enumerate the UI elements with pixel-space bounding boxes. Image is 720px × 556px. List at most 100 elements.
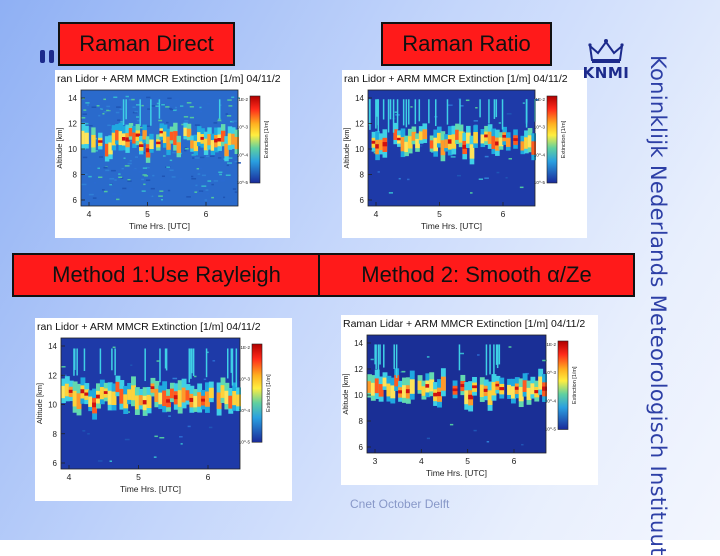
upper-streak	[396, 99, 399, 130]
noise-speck	[136, 119, 140, 122]
cloud-peak	[84, 392, 90, 396]
cloud-core	[224, 143, 229, 157]
x-tick-label: 4	[374, 209, 379, 219]
cloud-peak	[398, 390, 404, 394]
cloud-core	[220, 385, 226, 398]
upper-streak	[418, 99, 421, 122]
noise-speck	[120, 177, 124, 179]
noise-speck	[115, 111, 120, 114]
cloud-core	[197, 132, 202, 143]
upper-streak	[83, 348, 86, 371]
noise-speck	[449, 423, 454, 426]
cloud-core	[64, 383, 70, 397]
noise-speck	[220, 180, 225, 182]
cloud-core	[119, 388, 125, 404]
cloud-core	[203, 138, 209, 151]
noise-speck	[144, 175, 149, 177]
noise-speck	[470, 192, 473, 194]
noise-speck	[506, 113, 512, 115]
noise-speck	[158, 195, 163, 197]
cloud-core	[232, 391, 238, 406]
noise-speck	[94, 137, 97, 140]
plot-method1: ran Lidor + ARM MMCR Extinction [1/m] 04…	[35, 318, 292, 501]
upper-streak	[235, 348, 238, 387]
noise-speck	[109, 178, 115, 180]
upper-streak	[383, 344, 385, 368]
noise-speck	[534, 98, 539, 101]
cloud-peak	[142, 400, 148, 405]
cloud-core	[404, 141, 409, 153]
cloud-peak	[499, 387, 505, 391]
noise-speck	[167, 189, 171, 192]
cloud-peak	[214, 138, 219, 143]
noise-speck	[86, 104, 89, 106]
cloud-peak	[375, 144, 380, 149]
noise-speck	[486, 441, 490, 443]
upper-streak	[377, 99, 380, 133]
y-tick-label: 12	[354, 365, 363, 374]
colorbar-tick-label: 1E-2	[238, 97, 248, 102]
noise-speck	[97, 460, 103, 462]
cloud-core	[204, 391, 210, 407]
noise-speck	[82, 113, 87, 115]
noise-speck	[128, 187, 133, 190]
noise-speck	[116, 198, 120, 201]
noise-speck	[229, 120, 235, 123]
plot-title: ran Lidor + ARM MMCR Extinction [1/m] 04…	[57, 73, 281, 85]
cloud-peak	[200, 136, 205, 140]
noise-speck	[132, 168, 137, 171]
cloud-peak	[447, 139, 453, 144]
cloud-core	[418, 131, 424, 141]
noise-speck	[139, 126, 145, 129]
noise-speck	[107, 124, 111, 127]
noise-speck	[135, 116, 139, 118]
upper-streak	[392, 99, 395, 133]
y-tick-label: 10	[355, 145, 364, 154]
x-axis-label: Time Hrs. [UTC]	[120, 484, 181, 494]
cloud-core	[522, 380, 528, 392]
noise-speck	[123, 157, 126, 159]
cloud-core	[421, 386, 427, 396]
y-tick-label: 8	[73, 171, 78, 180]
upper-streak	[414, 99, 417, 125]
noise-speck	[83, 173, 88, 176]
noise-speck	[199, 190, 204, 192]
y-tick-label: 12	[355, 120, 364, 129]
noise-speck	[145, 104, 149, 107]
cloud-core	[409, 379, 415, 394]
colorbar-tick-label: 10^-5	[534, 180, 546, 185]
x-tick-label: 3	[373, 456, 378, 466]
noise-speck	[142, 174, 147, 176]
cloud-core	[132, 132, 137, 144]
noise-speck	[209, 155, 215, 158]
upper-streak	[188, 348, 191, 383]
noise-speck	[135, 156, 139, 158]
colorbar-tick-label: 1E-2	[535, 97, 545, 102]
noise-speck	[153, 97, 159, 100]
noise-speck	[116, 106, 121, 108]
noise-speck	[119, 194, 122, 196]
colorbar-tick-label: 10^-4	[237, 152, 249, 157]
upper-streak	[375, 99, 377, 129]
noise-speck	[91, 106, 97, 108]
noise-speck	[96, 105, 100, 107]
cloud-core	[444, 139, 449, 149]
colorbar-tick-label: 1E-2	[546, 342, 556, 347]
noise-speck	[128, 98, 133, 101]
noise-speck	[169, 107, 172, 110]
x-tick-label: 5	[465, 456, 470, 466]
plot-method2-svg: Raman Lidar + ARM MMCR Extinction [1/m] …	[341, 318, 585, 478]
noise-speck	[176, 130, 180, 133]
noise-speck	[226, 164, 229, 167]
noise-speck	[398, 177, 401, 180]
y-tick-label: 8	[53, 430, 58, 439]
noise-speck	[208, 426, 213, 429]
noise-speck	[194, 124, 200, 126]
cloud-core	[510, 386, 516, 399]
noise-speck	[184, 120, 189, 122]
noise-speck	[228, 105, 233, 107]
noise-speck	[158, 119, 163, 122]
cloud-peak	[433, 392, 439, 397]
logo-text: KNMI	[582, 64, 630, 82]
noise-speck	[192, 157, 195, 159]
